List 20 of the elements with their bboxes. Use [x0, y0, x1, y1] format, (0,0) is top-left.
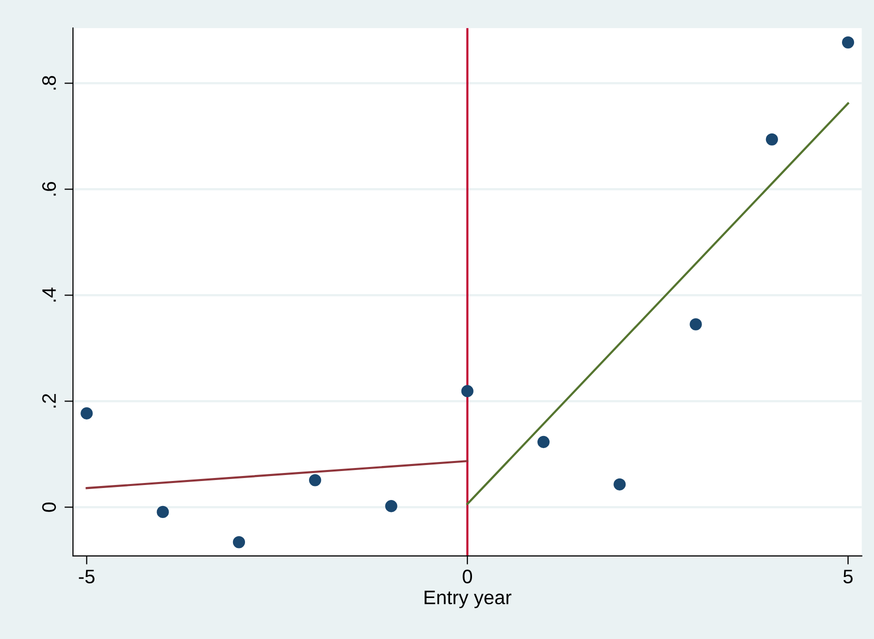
point: [537, 436, 550, 448]
point: [614, 478, 626, 490]
y-tick-label: .8: [42, 76, 56, 90]
x-axis-title: Entry year: [424, 590, 512, 608]
x-tick-label: -5: [78, 570, 95, 584]
point: [232, 536, 246, 548]
y-tick-label: .4: [42, 288, 56, 302]
point: [842, 36, 854, 48]
point: [156, 506, 169, 518]
point: [385, 500, 398, 512]
point: [461, 385, 474, 398]
x-tick-label: 5: [843, 570, 853, 584]
point: [766, 133, 778, 146]
y-tick-label: .2: [42, 394, 56, 408]
y-tick-label: .6: [42, 182, 56, 196]
x-tick-label: 0: [462, 570, 472, 584]
point: [309, 474, 322, 486]
point: [690, 318, 702, 330]
y-tick-label: 0: [42, 502, 56, 512]
point: [80, 407, 93, 420]
